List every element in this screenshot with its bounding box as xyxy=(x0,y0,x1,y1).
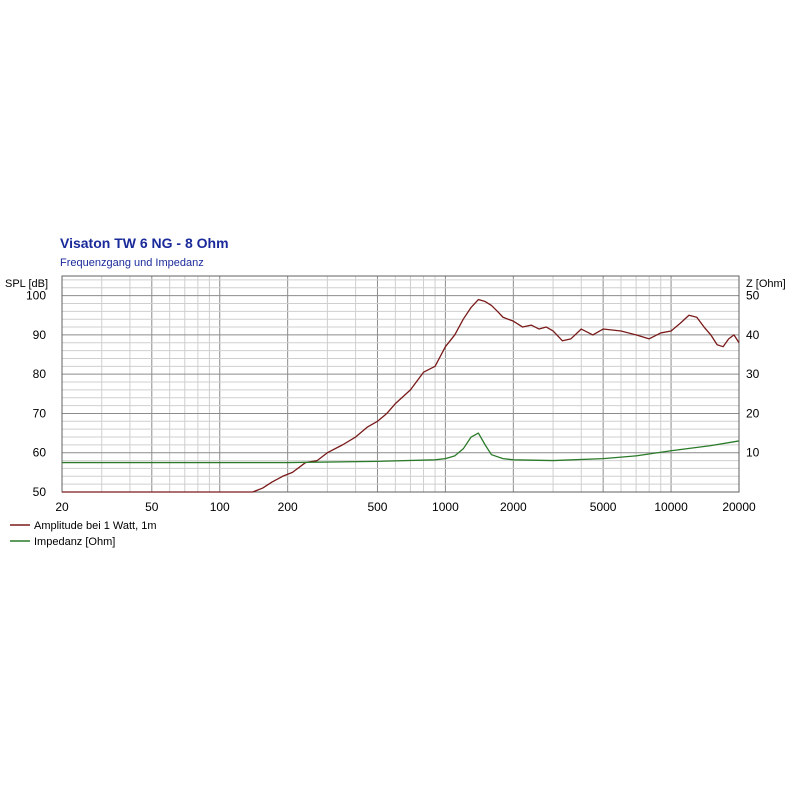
x-tick-label: 10000 xyxy=(654,500,688,514)
x-tick-label: 5000 xyxy=(590,500,617,514)
y-tick-label-left: 90 xyxy=(33,328,47,342)
x-axis-ticks: 20 50 100 200 500 1000 2000 5000 10000 20000 xyxy=(55,500,756,514)
x-tick-label: 200 xyxy=(278,500,298,514)
y-axis-right-ticks: 10 20 30 40 50 xyxy=(746,289,760,460)
x-tick-label: 50 xyxy=(145,500,159,514)
y-tick-label-right: 50 xyxy=(746,289,760,303)
legend-label: Amplitude bei 1 Watt, 1m xyxy=(34,520,156,532)
x-tick-label: 20 xyxy=(55,500,69,514)
series-line xyxy=(62,298,740,493)
legend-label: Impedanz [Ohm] xyxy=(34,536,115,548)
x-tick-label: 2000 xyxy=(500,500,527,514)
y-tick-label-right: 40 xyxy=(746,328,760,342)
y-axis-left-label: SPL [dB] xyxy=(5,278,48,290)
x-tick-label: 1000 xyxy=(432,500,459,514)
x-tick-label: 20000 xyxy=(722,500,756,514)
legend: Amplitude bei 1 Watt, 1m Impedanz [Ohm] xyxy=(10,520,156,548)
x-tick-label: 500 xyxy=(367,500,387,514)
y-tick-label-left: 60 xyxy=(33,446,47,460)
y-axis-left-ticks: 50 60 70 80 90 100 xyxy=(26,289,46,499)
plot-grid xyxy=(61,276,740,492)
y-tick-label-right: 20 xyxy=(746,406,760,420)
series-lines xyxy=(62,298,740,493)
y-tick-label-left: 50 xyxy=(33,485,47,499)
chart-title: Visaton TW 6 NG - 8 Ohm xyxy=(60,235,229,251)
y-tick-label-right: 30 xyxy=(746,367,760,381)
y-tick-label-left: 80 xyxy=(33,367,47,381)
y-tick-label-left: 100 xyxy=(26,289,46,303)
chart-subtitle: Frequenzgang und Impedanz xyxy=(60,257,204,269)
plot-frame xyxy=(61,275,740,493)
x-tick-label: 100 xyxy=(210,500,230,514)
y-tick-label-right: 10 xyxy=(746,446,760,460)
y-tick-label-left: 70 xyxy=(33,406,47,420)
y-axis-right-label: Z [Ohm] xyxy=(746,278,786,290)
series-line xyxy=(62,432,740,464)
